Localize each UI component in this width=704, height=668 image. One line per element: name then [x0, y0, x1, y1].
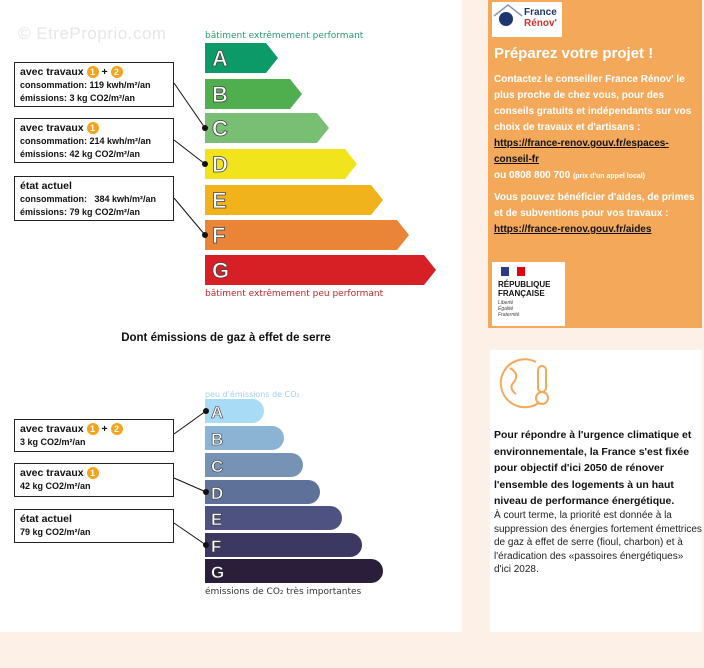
badge-2: 2	[110, 66, 123, 79]
ges-connector-dot	[203, 542, 209, 548]
consumption: consommation: 214 kwh/m²/an	[20, 136, 152, 146]
badge-1: 1	[86, 122, 99, 135]
ges-class-g-label: G	[211, 563, 224, 582]
energy-connector	[173, 197, 206, 236]
ges-box-works-1: avec travaux 1 42 kg CO2/m²/an	[14, 463, 174, 497]
globe-thermometer-icon	[499, 358, 549, 409]
ges-class-g-bar	[205, 559, 383, 583]
panel-title: Préparez votre projet !	[494, 45, 654, 62]
energy-class-f-bar	[205, 220, 409, 250]
house-icon	[493, 4, 523, 26]
ges-box-current: état actuel 79 kg CO2/m²/an	[14, 509, 174, 543]
energy-class-a-bar	[205, 43, 278, 73]
box-title: état actuel	[20, 180, 72, 192]
energy-class-a-label: A	[212, 46, 228, 71]
ges-class-d-bar	[205, 480, 320, 504]
ges-class-e-label: E	[211, 510, 222, 529]
box-title: avec travaux	[20, 66, 84, 78]
energy-box-current: état actuel consommation: 384 kwh/m²/an …	[14, 176, 174, 221]
ges-class-e-bar	[205, 506, 342, 530]
energy-box-works-1: avec travaux 1 consommation: 214 kwh/m²/…	[14, 118, 174, 163]
energy-class-e-bar	[205, 185, 383, 215]
ges-top-label: peu d'émissions de CO₂	[205, 389, 300, 399]
phone-note: (prix d'un appel local)	[572, 173, 646, 180]
energy-top-label: bâtiment extrêmement performant	[205, 30, 364, 41]
emissions: émissions: 3 kg CO2/m²/an	[20, 93, 136, 103]
climate-bold-text: Pour répondre à l'urgence climatique et …	[494, 429, 692, 507]
aides-link[interactable]: https://france-renov.gouv.fr/aides	[494, 224, 652, 235]
logo-text-2: Rénov'	[524, 18, 557, 29]
energy-connector-dot	[202, 232, 208, 238]
aids-paragraph: Vous pouvez bénéficier d'aides, de prime…	[494, 192, 695, 219]
republique-francaise-logo: RÉPUBLIQUE FRANÇAISE Liberté Égalité Fra…	[492, 262, 565, 326]
rep-text-1: RÉPUBLIQUE	[498, 280, 551, 289]
ges-class-f-bar	[205, 533, 362, 557]
ges-connector-dot	[203, 408, 209, 414]
consumption: consommation: 384 kwh/m²/an	[20, 194, 157, 204]
badge-2: 2	[110, 423, 123, 436]
box-title: état actuel	[20, 513, 72, 525]
energy-connector-dot	[202, 125, 208, 131]
energy-class-b-bar	[205, 79, 302, 109]
ges-class-a-bar	[205, 399, 264, 423]
climate-text: À court terme, la priorité est donnée à …	[494, 510, 702, 575]
energy-class-d-label: D	[212, 152, 228, 177]
emissions: 42 kg CO2/m²/an	[20, 481, 91, 491]
emissions: émissions: 79 kg CO2/m²/an	[20, 207, 141, 217]
energy-class-b-label: B	[212, 82, 228, 107]
energy-class-g-label: G	[212, 258, 229, 283]
flag-icon	[501, 267, 525, 276]
ges-connector-dot	[203, 489, 209, 495]
phone-number: ou 0808 800 700	[494, 170, 571, 181]
rep-text-2: FRANÇAISE	[498, 289, 545, 298]
ges-class-b-bar	[205, 426, 284, 450]
ges-box-works-1-2: avec travaux 1 + 2 3 kg CO2/m²/an	[14, 419, 174, 452]
france-renov-logo: France Rénov'	[492, 2, 562, 37]
ges-connector	[173, 410, 207, 435]
emissions: 79 kg CO2/m²/an	[20, 527, 91, 537]
ges-class-c-bar	[205, 453, 303, 477]
badge-1: 1	[86, 423, 99, 436]
energy-class-f-label: F	[212, 223, 225, 248]
box-title: avec travaux	[20, 122, 84, 134]
contact-paragraph: Contactez le conseiller France Rénov' le…	[494, 74, 692, 133]
bottom-strip	[0, 632, 704, 668]
ges-class-f-label: F	[211, 537, 221, 556]
energy-class-g-bar	[205, 255, 436, 285]
ges-class-c-label: C	[211, 457, 223, 476]
energy-class-d-bar	[205, 149, 357, 179]
energy-connector-dot	[202, 161, 208, 167]
ges-connector	[173, 522, 207, 546]
aids-text: Vous pouvez bénéficier d'aides, de prime…	[494, 190, 702, 238]
contact-text: Contactez le conseiller France Rénov' le…	[494, 72, 702, 185]
box-title: avec travaux	[20, 467, 84, 479]
logo-text-1: France	[524, 7, 557, 18]
ges-bottom-label: émissions de CO₂ très importantes	[205, 586, 362, 597]
motto: Liberté Égalité Fraternité	[498, 300, 520, 318]
ges-connector	[173, 477, 207, 493]
energy-connector	[173, 139, 206, 165]
emissions: 3 kg CO2/m²/an	[20, 437, 86, 447]
watermark: © EtreProprio.com	[18, 24, 167, 43]
energy-box-works-1-2: avec travaux 1 + 2 consommation: 119 kwh…	[14, 62, 174, 107]
ges-class-d-label: D	[211, 484, 223, 503]
climate-panel	[490, 350, 702, 632]
espaces-conseil-link[interactable]: https://france-renov.gouv.fr/espaces-con…	[494, 138, 669, 165]
ges-title: Dont émissions de gaz à effet de serre	[121, 332, 331, 344]
energy-bottom-label: bâtiment extrêmement peu performant	[205, 288, 384, 299]
ges-class-b-label: B	[211, 430, 223, 449]
energy-class-c-bar	[205, 113, 329, 143]
energy-class-c-label: C	[212, 116, 228, 141]
badge-1: 1	[86, 467, 99, 480]
ges-class-a-label: A	[211, 403, 223, 422]
box-title: avec travaux	[20, 423, 84, 435]
emissions: émissions: 42 kg CO2/m²/an	[20, 149, 141, 159]
dpe-charts: bâtiment extrêmement performantABCDEFGbâ…	[173, 30, 436, 597]
badge-1: 1	[86, 66, 99, 79]
energy-class-e-label: E	[212, 188, 227, 213]
consumption: consommation: 119 kwh/m²/an	[20, 80, 151, 90]
energy-connector	[173, 82, 206, 129]
